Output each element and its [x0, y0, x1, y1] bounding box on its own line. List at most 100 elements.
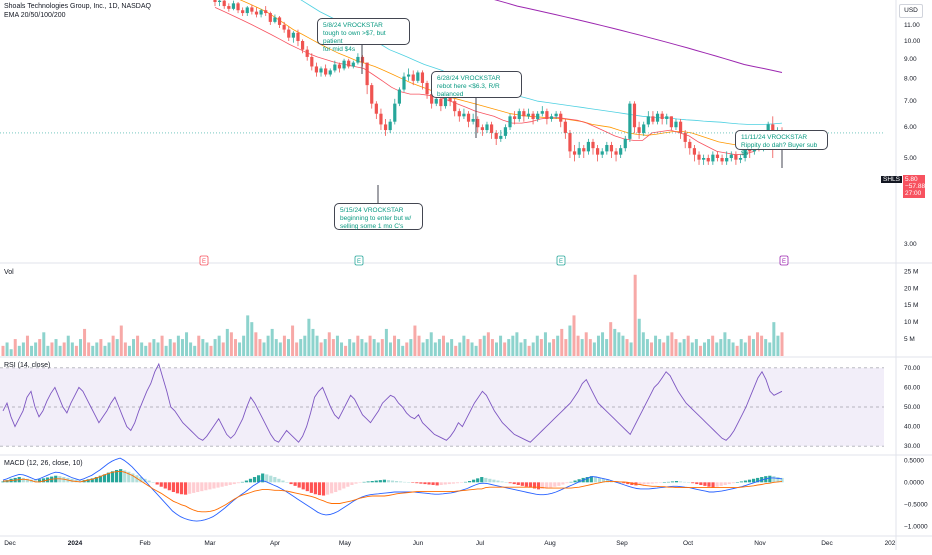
- candle-body: [632, 103, 637, 128]
- rsi-axis-tick-label: 70.00: [904, 365, 921, 372]
- volume-bar: [185, 332, 189, 356]
- macd-histogram-bar: [244, 480, 249, 483]
- volume-bar: [629, 342, 633, 356]
- macd-histogram-bar: [285, 482, 289, 483]
- macd-histogram-bar: [240, 481, 244, 483]
- macd-histogram-bar: [155, 482, 159, 485]
- annotation-note[interactable]: 6/28/24 VROCKSTAR rebot here <$6.3, R/R …: [431, 71, 522, 98]
- volume-bar: [560, 328, 564, 356]
- candle-body: [725, 157, 729, 162]
- macd-histogram-bar: [147, 480, 151, 483]
- candle-body: [582, 148, 586, 152]
- candle-body: [688, 141, 692, 149]
- macd-histogram-bar: [102, 474, 107, 483]
- ema20-line: [214, 7, 783, 156]
- volume-bar: [490, 339, 494, 356]
- volume-bar: [352, 342, 356, 356]
- macd-histogram-bar: [699, 482, 703, 485]
- volume-bar: [368, 335, 372, 356]
- currency-button[interactable]: USD: [899, 4, 923, 18]
- volume-bar: [694, 339, 698, 356]
- volume-bar: [393, 335, 397, 356]
- macd-line: [2, 457, 783, 522]
- candle-body: [623, 138, 627, 149]
- rsi-line: [2, 362, 783, 443]
- macd-histogram-bar: [423, 482, 427, 485]
- macd-axis-tick-label: 0.0000: [904, 479, 924, 486]
- volume-bar: [286, 339, 290, 356]
- candle-body: [222, 0, 226, 7]
- candle-body: [342, 60, 346, 69]
- macd-histogram-bar: [321, 482, 326, 496]
- macd-histogram-bar: [159, 482, 163, 487]
- candle-body: [305, 49, 309, 57]
- macd-histogram-bar: [293, 482, 297, 486]
- candle-body: [738, 157, 743, 160]
- macd-histogram-bar: [439, 482, 443, 485]
- candle-body: [300, 41, 305, 50]
- macd-histogram-bar: [516, 482, 520, 485]
- macd-histogram-bar: [727, 482, 731, 485]
- volume-bar: [756, 332, 760, 356]
- volume-bar: [13, 339, 17, 356]
- macd-histogram-bar: [411, 482, 415, 483]
- candle-body: [646, 116, 650, 125]
- macd-histogram-bar: [25, 478, 29, 483]
- candle-body: [356, 56, 360, 63]
- volume-bar: [678, 342, 682, 356]
- annotation-note[interactable]: 11/11/24 VROCKSTAR Rippity do dah? Buyer…: [735, 130, 828, 157]
- time-axis-tick-label: Aug: [544, 540, 556, 547]
- macd-histogram-bar: [687, 482, 691, 483]
- macd-histogram-bar: [735, 482, 739, 483]
- macd-histogram-bar: [273, 477, 277, 483]
- candle-body: [374, 103, 378, 114]
- volume-bar: [282, 335, 286, 356]
- volume-bar: [74, 345, 78, 356]
- candle-body: [462, 113, 466, 117]
- volume-axis-tick-label: 25 M: [904, 268, 918, 275]
- candle-body: [678, 121, 683, 133]
- annotation-note[interactable]: 5/15/24 VROCKSTAR beginning to enter but…: [334, 203, 423, 230]
- volume-bar: [364, 342, 368, 356]
- annotation-note[interactable]: 5/8/24 VROCKSTAR tough to own >$7, but p…: [317, 18, 410, 53]
- volume-bar: [727, 339, 731, 356]
- macd-histogram-bar: [768, 475, 772, 483]
- earnings-marker: [199, 255, 209, 266]
- price-axis-tick-label: 11.00: [904, 22, 920, 29]
- candle-body: [319, 68, 323, 73]
- candle-body: [268, 13, 272, 22]
- volume-bar: [703, 342, 707, 356]
- volume-bar: [233, 339, 237, 356]
- macd-histogram-bar: [508, 482, 512, 484]
- volume-bar: [140, 342, 144, 356]
- volume-bar: [180, 339, 184, 356]
- volume-bar: [437, 339, 441, 356]
- macd-histogram-bar: [743, 480, 748, 483]
- macd-histogram-bar: [386, 480, 391, 483]
- macd-histogram-bar: [183, 482, 188, 495]
- candle-body: [314, 66, 319, 73]
- candle-body: [720, 157, 724, 162]
- macd-histogram-bar: [520, 482, 524, 486]
- earnings-marker: [354, 255, 364, 266]
- volume-bar: [148, 342, 152, 356]
- volume-axis-tick-label: 10 M: [904, 319, 918, 326]
- price-tag-symbol: SHLS: [881, 176, 902, 183]
- macd-histogram-bar: [601, 478, 606, 483]
- price-axis-tick-label: 7.00: [904, 98, 917, 105]
- candle-body: [503, 127, 508, 136]
- rsi-axis-tick-label: 40.00: [904, 424, 921, 431]
- volume-bar: [617, 332, 621, 356]
- volume-bar: [311, 328, 315, 356]
- macd-histogram-bar: [313, 482, 318, 495]
- volume-bar: [405, 342, 409, 356]
- macd-histogram-bar: [220, 482, 224, 487]
- volume-bar: [115, 339, 119, 356]
- candle-body: [494, 132, 498, 139]
- macd-histogram-bar: [415, 482, 419, 484]
- macd-histogram-bar: [208, 482, 212, 490]
- candle-body: [642, 124, 646, 133]
- time-axis-tick-label: Oct: [683, 540, 693, 547]
- macd-histogram-bar: [78, 480, 82, 483]
